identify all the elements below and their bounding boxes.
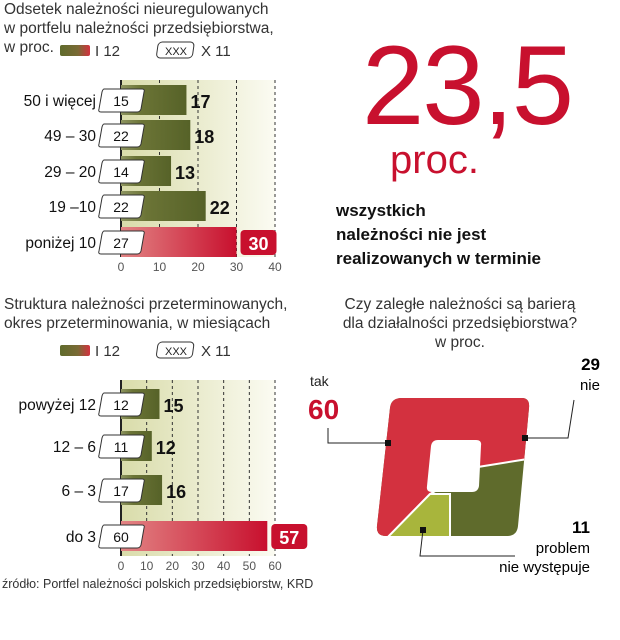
marker-nie [522, 435, 528, 441]
chart1-previous-value: 22 [113, 199, 129, 215]
chart2-category-label: powyżej 12 [18, 397, 96, 414]
slice-label-nie: nie [580, 377, 600, 394]
headline-line: należności nie jest [336, 225, 487, 244]
source-note: źródło: Portfel należności polskich prze… [2, 577, 314, 591]
chart2-title-line: Struktura należności przeterminowanych, [4, 296, 288, 313]
slice-label-problem-line2: nie występuje [499, 559, 590, 576]
chart2-value-label: 57 [279, 528, 299, 548]
slice-value-nie: 29 [581, 355, 600, 374]
chart2-value-label: 15 [164, 396, 184, 416]
chart2-category-label: do 3 [66, 529, 96, 546]
legend2-current-swatch [60, 345, 90, 356]
chart2-previous-value: 60 [113, 529, 129, 545]
legend1-current-label: I 12 [95, 43, 120, 60]
chart2-value-label: 12 [156, 438, 176, 458]
headline-line: realizowanych w terminie [336, 249, 542, 268]
chart1-value-label: 13 [175, 163, 195, 183]
chart1-tick-label: 10 [153, 260, 167, 274]
chart1-value-label: 22 [210, 198, 230, 218]
slice-value-problem: 11 [572, 518, 590, 537]
chart1-previous-value-box [98, 159, 145, 184]
chart1-previous-value: 27 [113, 235, 129, 251]
chart2-previous-value-box [98, 524, 145, 549]
chart2-previous-value-box [98, 478, 145, 503]
marker-problem [420, 527, 426, 533]
pie-chart: tak 60 29 nie 11 problem nie występuje [308, 355, 600, 576]
chart3-title-line: dla działalności przedsiębiorstwa? [342, 315, 578, 332]
chart1-category-label: 50 i więcej [24, 93, 96, 110]
chart2-tick-label: 10 [140, 559, 154, 573]
slice-value-tak: 60 [308, 394, 339, 425]
chart2-previous-value: 11 [114, 439, 129, 455]
chart1-previous-value-box [98, 230, 145, 255]
legend2-current-label: I 12 [95, 343, 120, 360]
chart2-previous-value-box [98, 392, 145, 417]
chart2-tick-label: 60 [268, 559, 282, 573]
leader-nie [525, 399, 575, 439]
chart1-title-line: w proc. [4, 39, 54, 56]
chart2-tick-label: 50 [243, 559, 257, 573]
leader-problem [419, 529, 515, 557]
chart1-previous-value-box [98, 88, 145, 113]
chart1-previous-value: 15 [113, 93, 129, 109]
legend1-previous-label: X 11 [201, 43, 231, 60]
chart1-tick-label: 40 [268, 260, 282, 274]
chart2-category-label: 6 – 3 [62, 483, 96, 500]
chart2-previous-value-box [98, 434, 145, 459]
chart2-bar [121, 521, 268, 551]
chart1-category-label: 49 – 30 [44, 128, 96, 145]
chart1-previous-value: 14 [113, 164, 129, 180]
chart1-value-label: 18 [194, 127, 214, 147]
chart2-tick-label: 0 [118, 559, 125, 573]
chart3-title-line: w proc. [435, 334, 485, 351]
headline-line: wszystkich [336, 201, 426, 220]
chart1-category-label: 19 –10 [49, 199, 97, 216]
chart1-previous-value: 22 [113, 128, 129, 144]
slice-problem-nie-wystepuje [382, 493, 451, 536]
chart1-previous-value-box [98, 194, 145, 219]
slice-label-problem-line1: problem [536, 540, 590, 557]
headline-value: 23,5 [362, 23, 574, 148]
chart1-value-label: 17 [190, 92, 210, 112]
chart1-tick-label: 0 [118, 260, 125, 274]
chart2-previous-value: 17 [113, 483, 129, 499]
chart2-tick-label: 30 [191, 559, 205, 573]
chart2-category-label: 12 – 6 [53, 439, 96, 456]
leader-tak [327, 428, 388, 444]
legend2-previous-box [156, 341, 195, 359]
slice-label-tak: tak [310, 373, 330, 389]
marker-tak [385, 440, 391, 446]
chart2-tick-label: 20 [166, 559, 180, 573]
chart1-previous-value-box [98, 123, 145, 148]
chart3-title-line: Czy zaległe należności są barierą [344, 296, 576, 313]
legend2-previous-label: X 11 [201, 343, 231, 360]
pie-center-hole [426, 440, 482, 492]
chart1-title-line: w portfelu należności przedsiębiorstwa, [4, 20, 274, 37]
chart1-value-label: 30 [248, 234, 268, 254]
headline-unit: proc. [390, 138, 479, 182]
chart1-category-label: 29 – 20 [44, 164, 96, 181]
chart1-category-label: poniżej 10 [25, 235, 96, 252]
chart1-title: Odsetek należności nieuregulowanych w po… [4, 0, 274, 57]
legend2-previous-box-text: XXX [165, 346, 188, 358]
headline-description: wszystkich należności nie jest realizowa… [336, 199, 541, 271]
legend1-current-swatch [60, 45, 90, 56]
legend1-previous-box [156, 41, 195, 59]
chart2-title: Struktura należności przeterminowanych, … [4, 295, 287, 333]
chart2-title-line: okres przeterminowania, w miesiącach [4, 315, 271, 332]
chart3-title: Czy zaległe należności są barierą dla dz… [310, 295, 610, 352]
chart1-tick-label: 30 [230, 260, 244, 274]
chart1-value-badge [240, 230, 277, 255]
chart2-value-badge [271, 524, 308, 549]
chart1-title-line: Odsetek należności nieuregulowanych [4, 1, 269, 18]
chart1-tick-label: 20 [191, 260, 205, 274]
legend1-previous-box-text: XXX [165, 46, 188, 58]
chart2-previous-value: 12 [113, 397, 129, 413]
chart2-value-label: 16 [166, 482, 186, 502]
chart2-tick-label: 40 [217, 559, 231, 573]
